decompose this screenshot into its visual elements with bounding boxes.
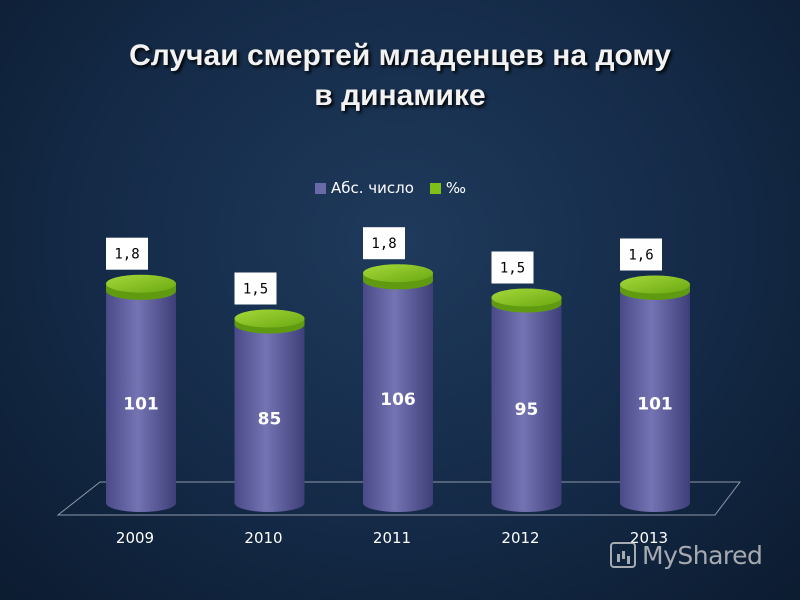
data-label-abs-2010: 85 [258, 409, 282, 429]
data-label-box-2010 [234, 272, 277, 305]
presentation-board-icon [610, 542, 636, 568]
chart-title: Случаи смертей младенцев на дому в динам… [0, 36, 800, 116]
data-label-permille-2011: 1,8 [371, 236, 396, 252]
x-tick-label-2010: 2010 [244, 529, 282, 547]
bar-top-2011 [363, 264, 433, 283]
data-label-abs-2013: 101 [637, 395, 673, 415]
legend-swatch-abs [315, 182, 326, 194]
bar-group-2013: 101 1,6 2013 [620, 238, 690, 547]
bar-abs-2013 [620, 290, 690, 512]
bar-top-2009 [106, 274, 176, 293]
data-label-permille-2012: 1,5 [500, 261, 525, 277]
bar-abs-2011 [363, 280, 433, 512]
bar-abs-2010 [234, 324, 305, 512]
legend-item-permille: ‰ [429, 179, 467, 197]
watermark-logo: MyShared [610, 538, 763, 572]
chart-title-line-1: Случаи смертей младенцев на дому [129, 39, 671, 72]
bar-abs-2009 [106, 290, 176, 512]
x-tick-label-2011: 2011 [373, 529, 411, 547]
legend-swatch-permille [429, 182, 441, 194]
bar-group-2010: 85 1,5 2010 [234, 272, 305, 547]
data-label-box-2013 [620, 238, 662, 271]
chart-title-line-2: в динамике [314, 79, 486, 112]
data-label-box-2011 [363, 227, 405, 260]
bar-top-2010 [234, 309, 305, 328]
bar-top-2013 [620, 275, 690, 294]
data-label-permille-2013: 1,6 [628, 248, 653, 264]
data-label-permille-2009: 1,8 [114, 247, 139, 263]
chart-bars: 101 1,8 2009 85 1,5 2010 106 1,8 2011 95 1,5 2012 10… [106, 227, 690, 547]
x-tick-label-2013: 2013 [630, 529, 668, 547]
data-label-permille-2010: 1,5 [243, 282, 268, 298]
bar-group-2012: 95 1,5 2012 [491, 251, 562, 547]
watermark-text: MyShared [642, 540, 763, 570]
data-label-box-2012 [491, 251, 534, 284]
bar-group-2011: 106 1,8 2011 [363, 227, 433, 547]
data-label-box-2009 [106, 237, 148, 270]
bar-abs-2012 [491, 303, 562, 512]
legend-label-abs: Абс. число [331, 179, 414, 197]
data-label-abs-2011: 106 [380, 390, 416, 410]
data-label-abs-2012: 95 [515, 400, 539, 420]
x-tick-label-2009: 2009 [116, 529, 154, 547]
legend-item-abs: Абс. число [315, 179, 414, 197]
chart-legend: Абс. число ‰ [315, 178, 482, 198]
data-label-abs-2009: 101 [123, 395, 159, 415]
legend-label-permille: ‰ [445, 179, 467, 197]
bar-group-2009: 101 1,8 2009 [106, 237, 176, 547]
bar-top-2012 [491, 288, 562, 307]
x-tick-label-2012: 2012 [501, 529, 539, 547]
